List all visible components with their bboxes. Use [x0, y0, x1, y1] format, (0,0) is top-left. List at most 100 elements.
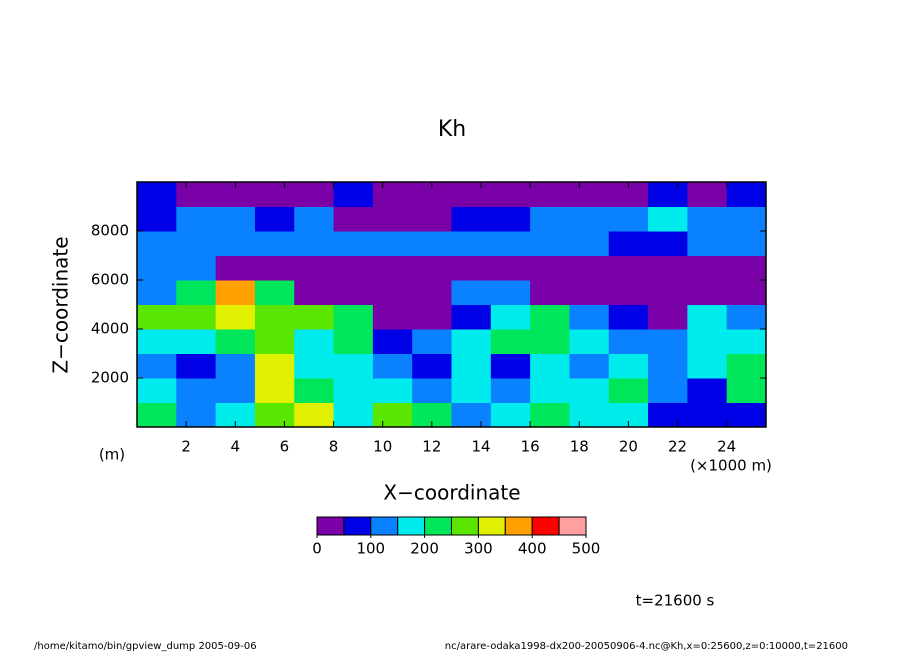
- x-tick-label: 6: [280, 438, 290, 456]
- contour-cell: [176, 231, 217, 256]
- contour-cell: [451, 402, 492, 428]
- contour-cell: [215, 255, 256, 281]
- x-tick-label: 20: [619, 438, 638, 456]
- contour-cell: [569, 353, 610, 379]
- contour-cell: [451, 182, 492, 207]
- contour-cell: [333, 280, 374, 305]
- colorbar-box: [316, 516, 345, 536]
- contour-cell: [530, 206, 570, 232]
- contour-cell: [176, 182, 217, 207]
- contour-cell: [726, 231, 767, 256]
- contour-cell: [176, 280, 217, 305]
- colorbar-tick-label: 0: [312, 540, 322, 558]
- contour-cell: [451, 378, 492, 403]
- contour-cell: [254, 231, 295, 256]
- colorbar-box: [504, 516, 533, 536]
- x-tick-label: 10: [373, 438, 392, 456]
- contour-cell: [176, 206, 217, 232]
- contour-cell: [254, 304, 295, 330]
- annotation: t=21600 s: [636, 592, 715, 610]
- contour-cell: [372, 182, 413, 207]
- contour-cell: [412, 280, 452, 305]
- contour-cell: [412, 231, 452, 256]
- contour-cell: [254, 255, 295, 281]
- contour-cell: [254, 329, 295, 354]
- contour-cell: [608, 353, 649, 379]
- contour-cell: [137, 353, 177, 379]
- contour-cell: [490, 255, 531, 281]
- contour-cell: [137, 304, 177, 330]
- contour-cell: [254, 280, 295, 305]
- contour-cell: [294, 182, 335, 207]
- contour-cell: [137, 255, 177, 281]
- x-axis-label: X−coordinate: [383, 481, 520, 505]
- contour-cell: [372, 304, 413, 330]
- contour-cell: [490, 231, 531, 256]
- contour-cell: [569, 206, 610, 232]
- colorbar-tick-label: 300: [464, 540, 493, 558]
- contour-cell: [294, 353, 335, 379]
- contour-cell: [333, 206, 374, 232]
- contour-cell: [372, 206, 413, 232]
- contour-cell: [333, 255, 374, 281]
- contour-cell: [490, 182, 531, 207]
- x-tick-label: 2: [181, 438, 191, 456]
- contour-cell: [569, 280, 610, 305]
- contour-cell: [687, 231, 728, 256]
- contour-cell: [412, 255, 452, 281]
- contour-cell: [726, 206, 767, 232]
- contour-cell: [726, 378, 767, 403]
- x-unit: (×1000 m): [690, 457, 772, 475]
- contour-cell: [333, 304, 374, 330]
- contour-cell: [137, 329, 177, 354]
- contour-cell: [530, 231, 570, 256]
- colorbar-box: [424, 516, 453, 536]
- contour-cell: [648, 353, 688, 379]
- contour-cell: [687, 329, 728, 354]
- contour-cell: [490, 329, 531, 354]
- contour-cell: [137, 280, 177, 305]
- y-tick-label: 2000: [91, 369, 129, 387]
- contour-cell: [648, 402, 688, 428]
- contour-cell: [412, 206, 452, 232]
- colorbar-box: [477, 516, 506, 536]
- contour-cell: [333, 402, 374, 428]
- contour-cell: [254, 353, 295, 379]
- contour-cell: [530, 353, 570, 379]
- contour-cell: [294, 402, 335, 428]
- contour-cell: [294, 255, 335, 281]
- contour-cell: [687, 206, 728, 232]
- contour-cell: [569, 182, 610, 207]
- x-tick-label: 16: [521, 438, 540, 456]
- contour-cell: [137, 182, 177, 207]
- contour-cell: [215, 231, 256, 256]
- contour-cell: [176, 304, 217, 330]
- y-tick-label: 6000: [91, 271, 129, 289]
- contour-cell: [176, 378, 217, 403]
- x-tick-label: 4: [231, 438, 241, 456]
- contour-cell: [530, 304, 570, 330]
- contour-cell: [726, 353, 767, 379]
- colorbar-box: [397, 516, 426, 536]
- footer-left: /home/kitamo/bin/gpview_dump 2005-09-06: [34, 641, 257, 652]
- colorbar-box: [558, 516, 587, 536]
- contour-cell: [372, 231, 413, 256]
- contour-cell: [294, 231, 335, 256]
- contour-cell: [648, 231, 688, 256]
- contour-cell: [372, 255, 413, 281]
- colorbar-tick-label: 200: [410, 540, 439, 558]
- contour-cell: [254, 206, 295, 232]
- contour-cell: [294, 304, 335, 330]
- plot-frame: [136, 181, 767, 428]
- contour-cell: [648, 329, 688, 354]
- y-tick-label: 4000: [91, 320, 129, 338]
- contour-cell: [451, 329, 492, 354]
- colorbar-tick-label: 400: [518, 540, 547, 558]
- contour-cell: [137, 206, 177, 232]
- contour-cell: [215, 280, 256, 305]
- contour-cell: [372, 329, 413, 354]
- contour-cell: [530, 255, 570, 281]
- x-tick-label: 12: [422, 438, 441, 456]
- contour-cell: [648, 182, 688, 207]
- x-tick-label: 14: [471, 438, 490, 456]
